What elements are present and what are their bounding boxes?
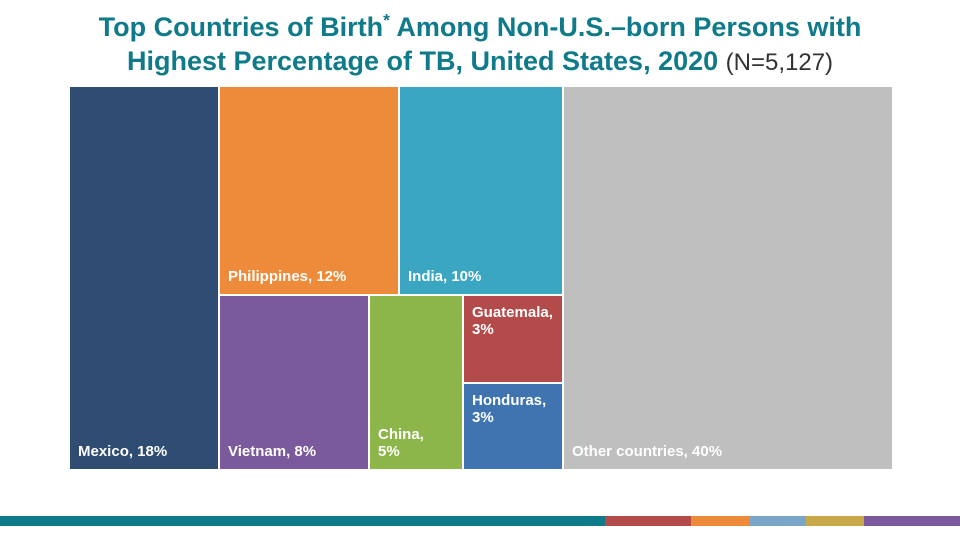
footer-segment-5 [864,516,960,526]
cell-label-guatemala: Guatemala, 3% [472,304,553,339]
cell-label-china: China, 5% [378,426,424,461]
title-sup: * [383,10,390,30]
cell-label-other: Other countries, 40% [572,443,722,460]
title-line1a: Top Countries of Birth [99,12,383,42]
footer-segment-0 [0,516,605,526]
cell-label-philippines: Philippines, 12% [228,268,346,285]
title-line2: Highest Percentage of TB, United States,… [127,46,726,76]
chart-title: Top Countries of Birth* Among Non-U.S.–b… [40,10,920,79]
footer-segment-1 [605,516,691,526]
footer-segment-3 [749,516,807,526]
footer-segment-2 [691,516,749,526]
treemap-chart: Mexico, 18% Philippines, 12% India, 10% Vie… [70,87,892,469]
chart-title-container: Top Countries of Birth* Among Non-U.S.–b… [0,0,960,87]
cell-china: China, 5% [370,296,462,469]
cell-mexico: Mexico, 18% [70,87,218,469]
title-note: (N=5,127) [726,49,833,76]
cell-label-india: India, 10% [408,268,481,285]
cell-guatemala: Guatemala, 3% [464,296,562,382]
title-line1b: Among Non-U.S.–born Persons with [390,12,862,42]
cell-label-vietnam: Vietnam, 8% [228,443,316,460]
footer-segment-4 [806,516,864,526]
cell-india: India, 10% [400,87,562,294]
cell-label-honduras: Honduras, 3% [472,392,546,427]
cell-philippines: Philippines, 12% [220,87,398,294]
footer-stripe [0,516,960,526]
cell-other: Other countries, 40% [564,87,892,469]
cell-label-mexico: Mexico, 18% [78,443,167,460]
cell-honduras: Honduras, 3% [464,384,562,469]
cell-vietnam: Vietnam, 8% [220,296,368,469]
